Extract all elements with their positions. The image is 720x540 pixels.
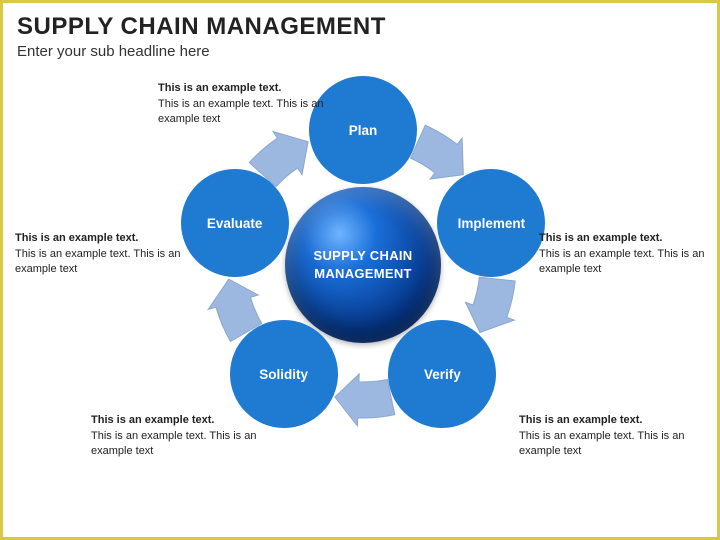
page-subtitle: Enter your sub headline here: [3, 41, 717, 60]
annotation-body: This is an example text. This is an exam…: [91, 430, 256, 457]
annotation-evaluate: This is an example text. This is an examp…: [15, 231, 185, 277]
node-label: Solidity: [259, 367, 308, 382]
annotation-heading: This is an example text.: [539, 231, 709, 246]
node-implement: Implement: [437, 169, 545, 277]
node-label: Implement: [458, 216, 526, 231]
node-evaluate: Evaluate: [181, 169, 289, 277]
cycle-arrow: [411, 125, 464, 179]
page-title: SUPPLY CHAIN MANAGEMENT: [3, 3, 717, 41]
node-label: Verify: [424, 367, 461, 382]
annotation-heading: This is an example text.: [15, 231, 185, 246]
annotation-heading: This is an example text.: [91, 413, 261, 428]
node-label: Plan: [349, 123, 378, 138]
cycle-diagram: SUPPLY CHAIN MANAGEMENT Plan Implement Veri…: [3, 63, 720, 540]
node-solidity: Solidity: [230, 320, 338, 428]
annotation-solidity: This is an example text. This is an examp…: [91, 413, 261, 459]
annotation-body: This is an example text. This is an exam…: [539, 248, 704, 275]
cycle-arrow: [465, 277, 515, 332]
annotation-body: This is an example text. This is an exam…: [15, 248, 180, 275]
annotation-plan: This is an example text. This is an examp…: [158, 81, 328, 127]
annotation-heading: This is an example text.: [158, 81, 328, 96]
center-hub-label: SUPPLY CHAIN MANAGEMENT: [285, 247, 441, 282]
node-verify: Verify: [388, 320, 496, 428]
cycle-arrow: [335, 374, 395, 426]
annotation-implement: This is an example text. This is an examp…: [539, 231, 709, 277]
center-hub: SUPPLY CHAIN MANAGEMENT: [285, 187, 441, 343]
annotation-body: This is an example text. This is an exam…: [519, 430, 684, 457]
annotation-verify: This is an example text. This is an examp…: [519, 413, 689, 459]
annotation-body: This is an example text. This is an exam…: [158, 98, 323, 125]
node-label: Evaluate: [207, 216, 263, 231]
annotation-heading: This is an example text.: [519, 413, 689, 428]
